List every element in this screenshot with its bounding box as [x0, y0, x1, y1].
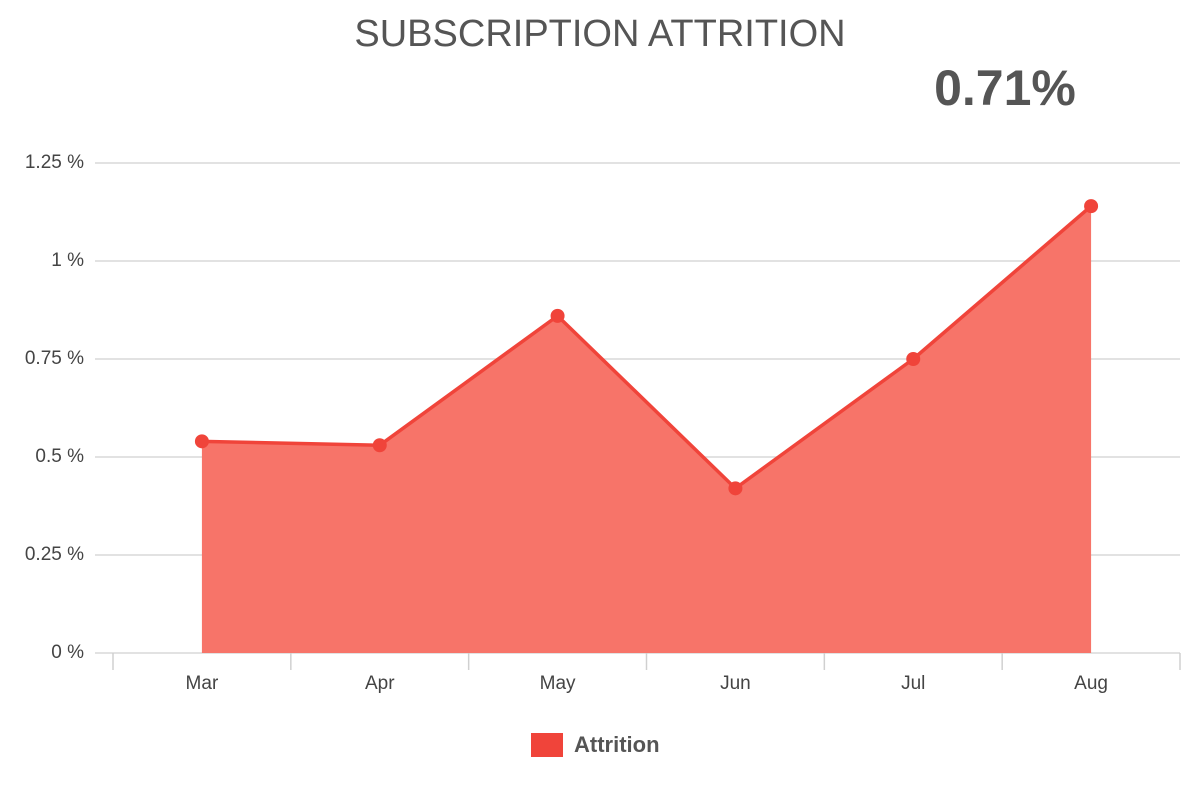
y-tick-label: 1.25 % [25, 152, 84, 173]
data-point [906, 352, 921, 366]
data-point [194, 434, 209, 449]
data-point [550, 308, 565, 323]
legend-label: Attrition [574, 732, 660, 757]
data-point [372, 438, 387, 453]
legend-swatch [531, 733, 563, 757]
x-tick-label: May [540, 673, 576, 694]
chart-title: SUBSCRIPTION ATTRITION [354, 13, 845, 55]
area-line [201, 204, 1093, 491]
x-tick-label: Jul [901, 673, 925, 694]
data-point [1084, 199, 1099, 214]
y-tick-label: 0.5 % [35, 446, 84, 467]
y-tick-label: 0.25 % [25, 544, 84, 565]
x-tick-label: Aug [1074, 673, 1108, 694]
headline-value: 0.71% [934, 60, 1076, 116]
x-tick-label: Jun [720, 673, 751, 694]
area-fill [201, 206, 1092, 653]
y-tick-label: 0 % [51, 642, 84, 663]
y-tick-label: 0.75 % [25, 348, 84, 369]
x-tick-label: Apr [365, 673, 395, 694]
y-tick-label: 1 % [51, 250, 84, 271]
x-tick-label: Mar [186, 673, 219, 694]
data-point [728, 481, 743, 496]
